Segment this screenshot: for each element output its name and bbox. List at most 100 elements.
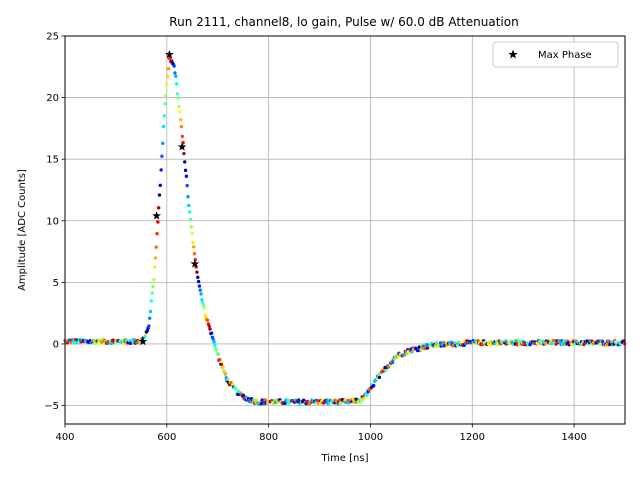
waveform-point: [161, 141, 165, 146]
x-tick-label: 1200: [460, 432, 485, 443]
waveform-point: [200, 300, 205, 305]
waveform-point: [199, 292, 203, 296]
waveform-point: [148, 316, 152, 320]
waveform-point: [384, 368, 388, 373]
waveform-point: [174, 82, 179, 86]
waveform-point: [156, 220, 160, 224]
waveform-point: [197, 284, 202, 288]
waveform-point: [155, 232, 159, 236]
waveform-point: [176, 96, 180, 100]
legend: Max Phase: [492, 41, 619, 68]
waveform-point: [226, 377, 230, 382]
waveform-point: [132, 337, 136, 342]
max-phase-star: [190, 259, 200, 268]
waveform-point: [205, 318, 210, 322]
waveform-point: [190, 231, 194, 236]
waveform-point: [174, 74, 178, 78]
y-tick-label: 25: [46, 32, 59, 43]
waveform-point: [209, 331, 214, 335]
legend-label: Max Phase: [538, 50, 592, 61]
waveform-point: [183, 160, 187, 164]
waveform-point: [187, 210, 192, 214]
waveform-point: [208, 327, 212, 331]
waveform-point: [189, 224, 193, 229]
waveform-point: [185, 183, 189, 188]
waveform-point: [219, 362, 224, 367]
max-phase-star: [138, 336, 148, 346]
waveform-point: [212, 340, 216, 344]
legend-star-icon: [508, 49, 518, 59]
waveform-point: [166, 67, 171, 71]
waveform-point: [582, 342, 586, 347]
waveform-point: [196, 275, 200, 280]
x-tick-label: 800: [259, 432, 278, 443]
waveform-point: [604, 343, 609, 347]
plot-frame: [64, 35, 626, 425]
waveform-point: [182, 151, 186, 156]
data-points: [63, 55, 627, 406]
y-tick-label: 5: [53, 278, 59, 289]
waveform-point: [202, 306, 206, 310]
waveform-point: [402, 353, 407, 357]
y-axis-label: Amplitude [ADC Counts]: [17, 169, 28, 291]
y-tick-label: 0: [53, 339, 59, 350]
waveform-point: [191, 240, 195, 245]
waveform-point: [150, 291, 154, 295]
waveform-point: [188, 217, 193, 222]
y-tick-label: 20: [46, 93, 59, 104]
x-tick-label: 1000: [358, 432, 383, 443]
waveform-point: [187, 203, 191, 208]
waveform-point: [148, 309, 153, 314]
waveform-point: [143, 335, 147, 339]
x-tick-label: 400: [55, 432, 74, 443]
waveform-point: [218, 357, 222, 362]
waveform-point: [145, 329, 149, 333]
waveform-point: [178, 109, 182, 114]
waveform-point: [560, 339, 564, 343]
waveform-point: [165, 83, 169, 87]
waveform-point: [156, 206, 161, 210]
waveform-point: [160, 154, 164, 158]
waveform-point: [186, 195, 190, 199]
y-tick-label: −5: [44, 401, 59, 412]
waveform-point: [362, 397, 366, 401]
waveform-point: [254, 398, 259, 402]
waveform-point: [216, 352, 220, 357]
waveform-point: [159, 168, 163, 172]
waveform-point: [365, 392, 369, 397]
waveform-point: [203, 313, 207, 317]
waveform-point: [297, 398, 301, 402]
waveform-point: [173, 71, 177, 75]
waveform-point: [178, 118, 183, 122]
waveform-point: [183, 168, 188, 173]
x-tick-label: 600: [157, 432, 176, 443]
waveform-point: [161, 124, 166, 129]
waveform-point: [359, 398, 364, 403]
waveform-point: [600, 339, 605, 344]
max-phase-star: [152, 211, 162, 220]
waveform-point: [149, 299, 154, 303]
waveform-point: [180, 134, 184, 139]
waveform-point: [213, 344, 217, 348]
waveform-point: [198, 288, 202, 292]
waveform-point: [163, 101, 167, 106]
waveform-point: [172, 64, 176, 68]
waveform-point: [434, 341, 439, 345]
waveform-point: [252, 398, 256, 402]
waveform-point: [195, 270, 199, 274]
waveform-point: [153, 256, 158, 260]
x-axis-label: Time [ns]: [320, 453, 368, 464]
waveform-point: [196, 279, 201, 284]
waveform-point: [175, 92, 180, 96]
waveform-point: [449, 340, 453, 344]
waveform-point: [154, 245, 158, 249]
legend-box: [492, 41, 619, 68]
x-tick-label: 1400: [561, 432, 586, 443]
waveform-point: [221, 365, 225, 369]
waveform-point: [192, 245, 196, 249]
waveform-point: [164, 93, 168, 98]
waveform-point: [152, 277, 156, 282]
waveform-point: [158, 183, 162, 188]
waveform-point: [151, 284, 155, 289]
